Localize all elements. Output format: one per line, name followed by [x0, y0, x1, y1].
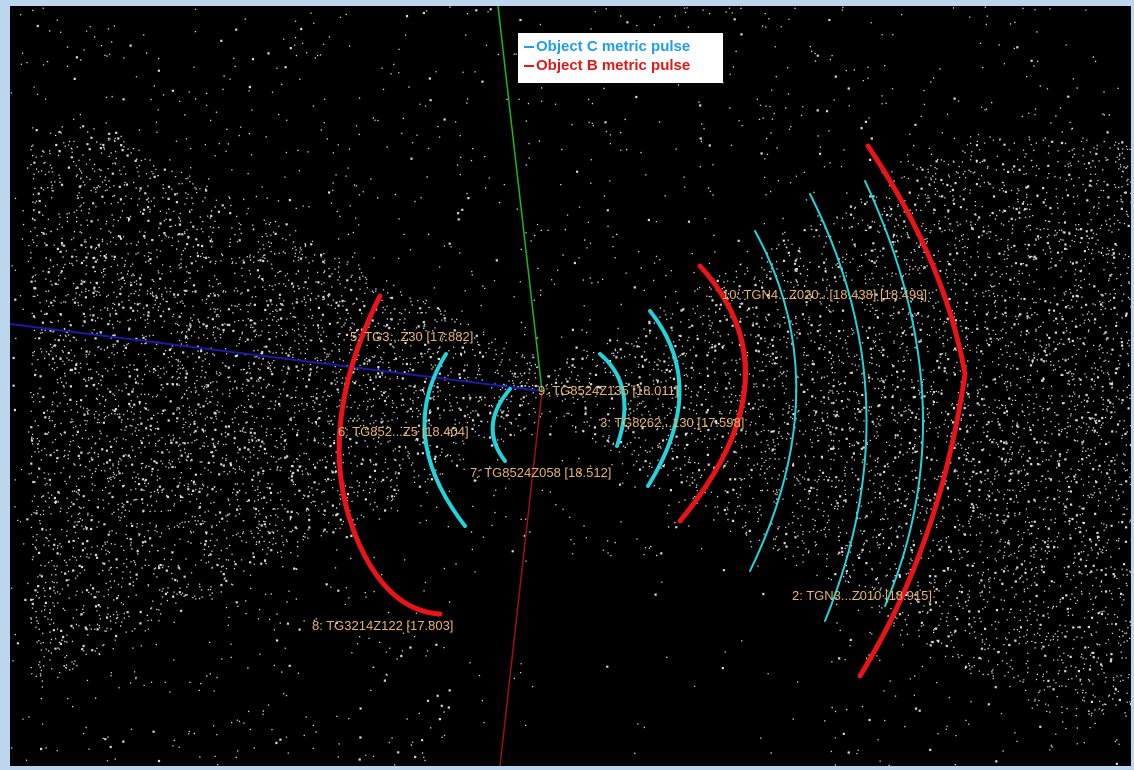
- label-right-inner: 3: TG8262...130 [17.598]: [600, 415, 744, 430]
- legend-item-object-b: Object B metric pulse: [524, 56, 717, 75]
- label-left-top: 5: TG3...Z30 [17.882]: [350, 329, 473, 344]
- object-c-pulse-left-inner: [490, 387, 512, 463]
- object-b-pulse-left: [336, 293, 443, 617]
- label-right-bottom: 2: TGN3...Z010 [18.915]: [792, 588, 932, 603]
- object-c-pulse-right-5: [864, 180, 925, 607]
- label-left-inner: 7: TG8524Z058 [18.512]: [470, 465, 611, 480]
- label-left-bottom: 8: TG3214Z122 [17.803]: [312, 618, 453, 633]
- label-center: 9: TG8524Z135 [18.011]: [538, 383, 678, 398]
- legend-item-object-c: Object C metric pulse: [524, 37, 717, 56]
- legend-label-object-c: Object C metric pulse: [536, 38, 691, 55]
- object-c-pulses: [422, 180, 925, 622]
- legend-label-object-b: Object B metric pulse: [536, 57, 691, 74]
- legend: Object C metric pulse Object B metric pu…: [518, 33, 723, 83]
- object-c-pulse-right-2: [646, 309, 682, 488]
- object-b-pulse-right-inner: [677, 263, 748, 524]
- object-c-pulse-left-outer: [422, 352, 467, 528]
- label-left-mid: 6: TG852...Z5 [18.404]: [338, 424, 469, 439]
- y-axis-line: [497, 6, 543, 392]
- point-cloud-scene: 5: TG3...Z30 [17.882] 6: TG852...Z5 [18.…: [10, 6, 1131, 766]
- object-b-pulse-right-outer: [857, 143, 968, 679]
- object-c-pulse-right-1: [598, 352, 627, 448]
- x-axis-line: [10, 323, 543, 392]
- legend-swatch-object-c: [524, 45, 534, 48]
- legend-swatch-object-b: [524, 64, 534, 67]
- object-labels: 5: TG3...Z30 [17.882] 6: TG852...Z5 [18.…: [312, 287, 932, 633]
- object-c-pulse-right-3: [749, 230, 798, 572]
- label-right-top: 10: TGN4...Z020...[18.438] [18.499]: [722, 287, 927, 302]
- object-b-pulses: [336, 143, 968, 679]
- object-c-pulse-right-4: [809, 193, 868, 622]
- z-axis-line: [499, 390, 543, 766]
